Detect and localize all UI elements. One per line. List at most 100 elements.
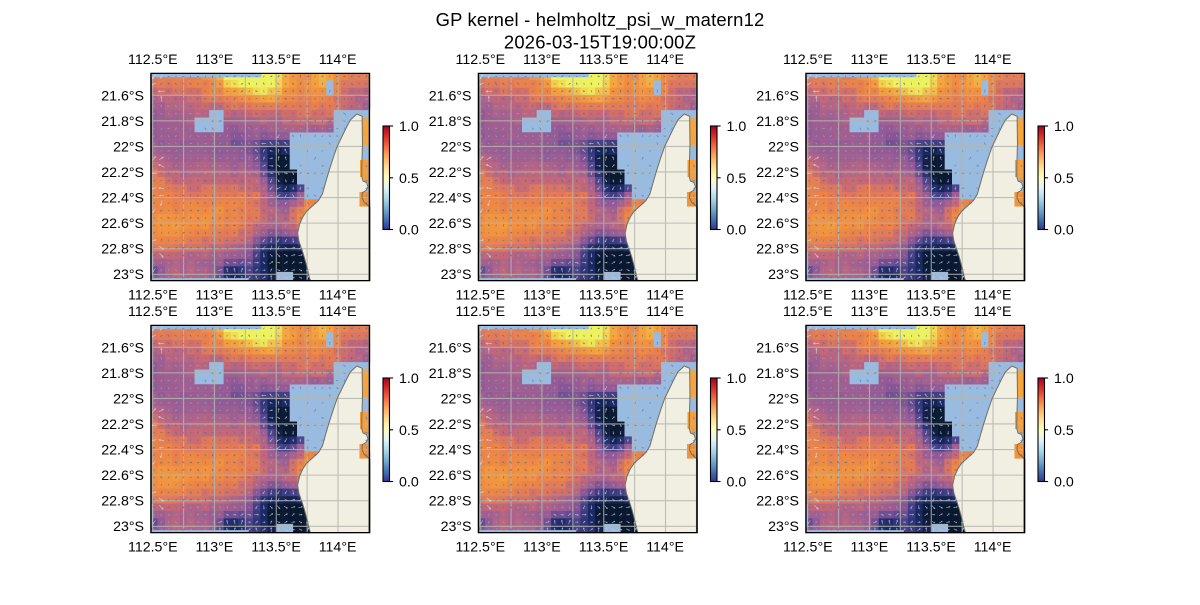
svg-text:113°E: 113°E [523,52,561,68]
svg-text:22.4°S: 22.4°S [756,191,799,207]
svg-text:22.6°S: 22.6°S [101,468,144,484]
svg-text:113°E: 113°E [851,540,889,556]
svg-text:113.5°E: 113.5°E [579,52,629,68]
svg-text:22.4°S: 22.4°S [756,443,799,459]
svg-text:22.2°S: 22.2°S [756,165,799,181]
svg-text:0.5: 0.5 [399,423,419,439]
svg-text:113°E: 113°E [196,304,234,320]
svg-text:0.0: 0.0 [399,475,419,491]
svg-text:1.0: 1.0 [399,119,419,135]
svg-text:21.6°S: 21.6°S [429,89,472,105]
svg-text:22.6°S: 22.6°S [429,468,472,484]
svg-text:112.5°E: 112.5°E [128,540,178,556]
svg-text:21.6°S: 21.6°S [756,89,799,105]
svg-text:22.2°S: 22.2°S [429,165,472,181]
svg-text:1.0: 1.0 [727,119,747,135]
svg-text:0.5: 0.5 [1054,423,1074,439]
svg-text:112.5°E: 112.5°E [128,304,178,320]
svg-text:114°E: 114°E [646,304,684,320]
svg-text:0.5: 0.5 [727,171,747,187]
svg-text:22°S: 22°S [441,392,472,408]
svg-text:22.2°S: 22.2°S [756,417,799,433]
svg-text:113.5°E: 113.5°E [251,540,301,556]
svg-text:22.8°S: 22.8°S [429,242,472,258]
svg-text:113.5°E: 113.5°E [251,288,301,304]
svg-text:114°E: 114°E [974,540,1012,556]
svg-text:0.5: 0.5 [727,423,747,439]
svg-text:114°E: 114°E [974,304,1012,320]
svg-text:112.5°E: 112.5°E [456,304,506,320]
svg-text:21.8°S: 21.8°S [101,114,144,130]
svg-text:21.6°S: 21.6°S [101,89,144,105]
svg-text:114°E: 114°E [974,288,1012,304]
svg-text:22°S: 22°S [113,392,144,408]
svg-text:113°E: 113°E [851,304,889,320]
svg-text:112.5°E: 112.5°E [128,52,178,68]
svg-text:0.5: 0.5 [399,171,419,187]
svg-text:23°S: 23°S [441,519,472,535]
svg-text:22°S: 22°S [441,140,472,156]
svg-text:2026-03-15T19:00:00Z: 2026-03-15T19:00:00Z [504,32,696,53]
svg-text:22.4°S: 22.4°S [429,443,472,459]
svg-text:114°E: 114°E [319,540,357,556]
svg-text:22°S: 22°S [768,392,799,408]
svg-text:23°S: 23°S [113,519,144,535]
svg-text:22.8°S: 22.8°S [429,494,472,510]
svg-text:114°E: 114°E [319,304,357,320]
svg-text:22.6°S: 22.6°S [429,216,472,232]
svg-text:1.0: 1.0 [727,371,747,387]
svg-text:113.5°E: 113.5°E [906,52,956,68]
svg-text:113°E: 113°E [196,52,234,68]
svg-text:23°S: 23°S [113,267,144,283]
svg-text:22.2°S: 22.2°S [429,417,472,433]
svg-text:22.8°S: 22.8°S [756,494,799,510]
svg-text:113°E: 113°E [523,288,561,304]
svg-text:1.0: 1.0 [1054,119,1074,135]
svg-text:112.5°E: 112.5°E [783,304,833,320]
svg-text:113°E: 113°E [523,540,561,556]
svg-text:114°E: 114°E [974,52,1012,68]
svg-text:21.8°S: 21.8°S [429,366,472,382]
svg-text:113°E: 113°E [851,52,889,68]
svg-text:113.5°E: 113.5°E [906,540,956,556]
svg-text:22.8°S: 22.8°S [756,242,799,258]
svg-text:113.5°E: 113.5°E [579,288,629,304]
svg-text:21.8°S: 21.8°S [101,366,144,382]
svg-text:21.6°S: 21.6°S [101,341,144,357]
svg-text:112.5°E: 112.5°E [456,540,506,556]
svg-text:112.5°E: 112.5°E [783,288,833,304]
svg-text:113°E: 113°E [851,288,889,304]
svg-text:22.6°S: 22.6°S [756,216,799,232]
svg-text:0.0: 0.0 [1054,223,1074,239]
svg-text:112.5°E: 112.5°E [456,288,506,304]
svg-text:113.5°E: 113.5°E [579,304,629,320]
svg-text:113.5°E: 113.5°E [251,304,301,320]
svg-text:0.0: 0.0 [727,475,747,491]
svg-text:21.8°S: 21.8°S [756,114,799,130]
svg-text:114°E: 114°E [319,52,357,68]
svg-text:22.2°S: 22.2°S [101,417,144,433]
svg-text:21.6°S: 21.6°S [756,341,799,357]
svg-text:22.4°S: 22.4°S [101,443,144,459]
svg-text:0.0: 0.0 [1054,475,1074,491]
svg-text:22.2°S: 22.2°S [101,165,144,181]
svg-text:114°E: 114°E [646,52,684,68]
svg-text:113°E: 113°E [523,304,561,320]
svg-text:112.5°E: 112.5°E [456,52,506,68]
svg-text:112.5°E: 112.5°E [783,52,833,68]
svg-text:22.4°S: 22.4°S [429,191,472,207]
svg-text:113°E: 113°E [196,288,234,304]
svg-text:1.0: 1.0 [1054,371,1074,387]
svg-text:114°E: 114°E [319,288,357,304]
svg-text:22.6°S: 22.6°S [101,216,144,232]
svg-text:21.8°S: 21.8°S [429,114,472,130]
svg-text:22.4°S: 22.4°S [101,191,144,207]
svg-text:0.0: 0.0 [399,223,419,239]
svg-text:113°E: 113°E [196,540,234,556]
svg-text:113.5°E: 113.5°E [906,304,956,320]
svg-text:22.8°S: 22.8°S [101,242,144,258]
svg-text:22.8°S: 22.8°S [101,494,144,510]
svg-text:112.5°E: 112.5°E [128,288,178,304]
svg-text:114°E: 114°E [646,540,684,556]
svg-text:23°S: 23°S [768,267,799,283]
